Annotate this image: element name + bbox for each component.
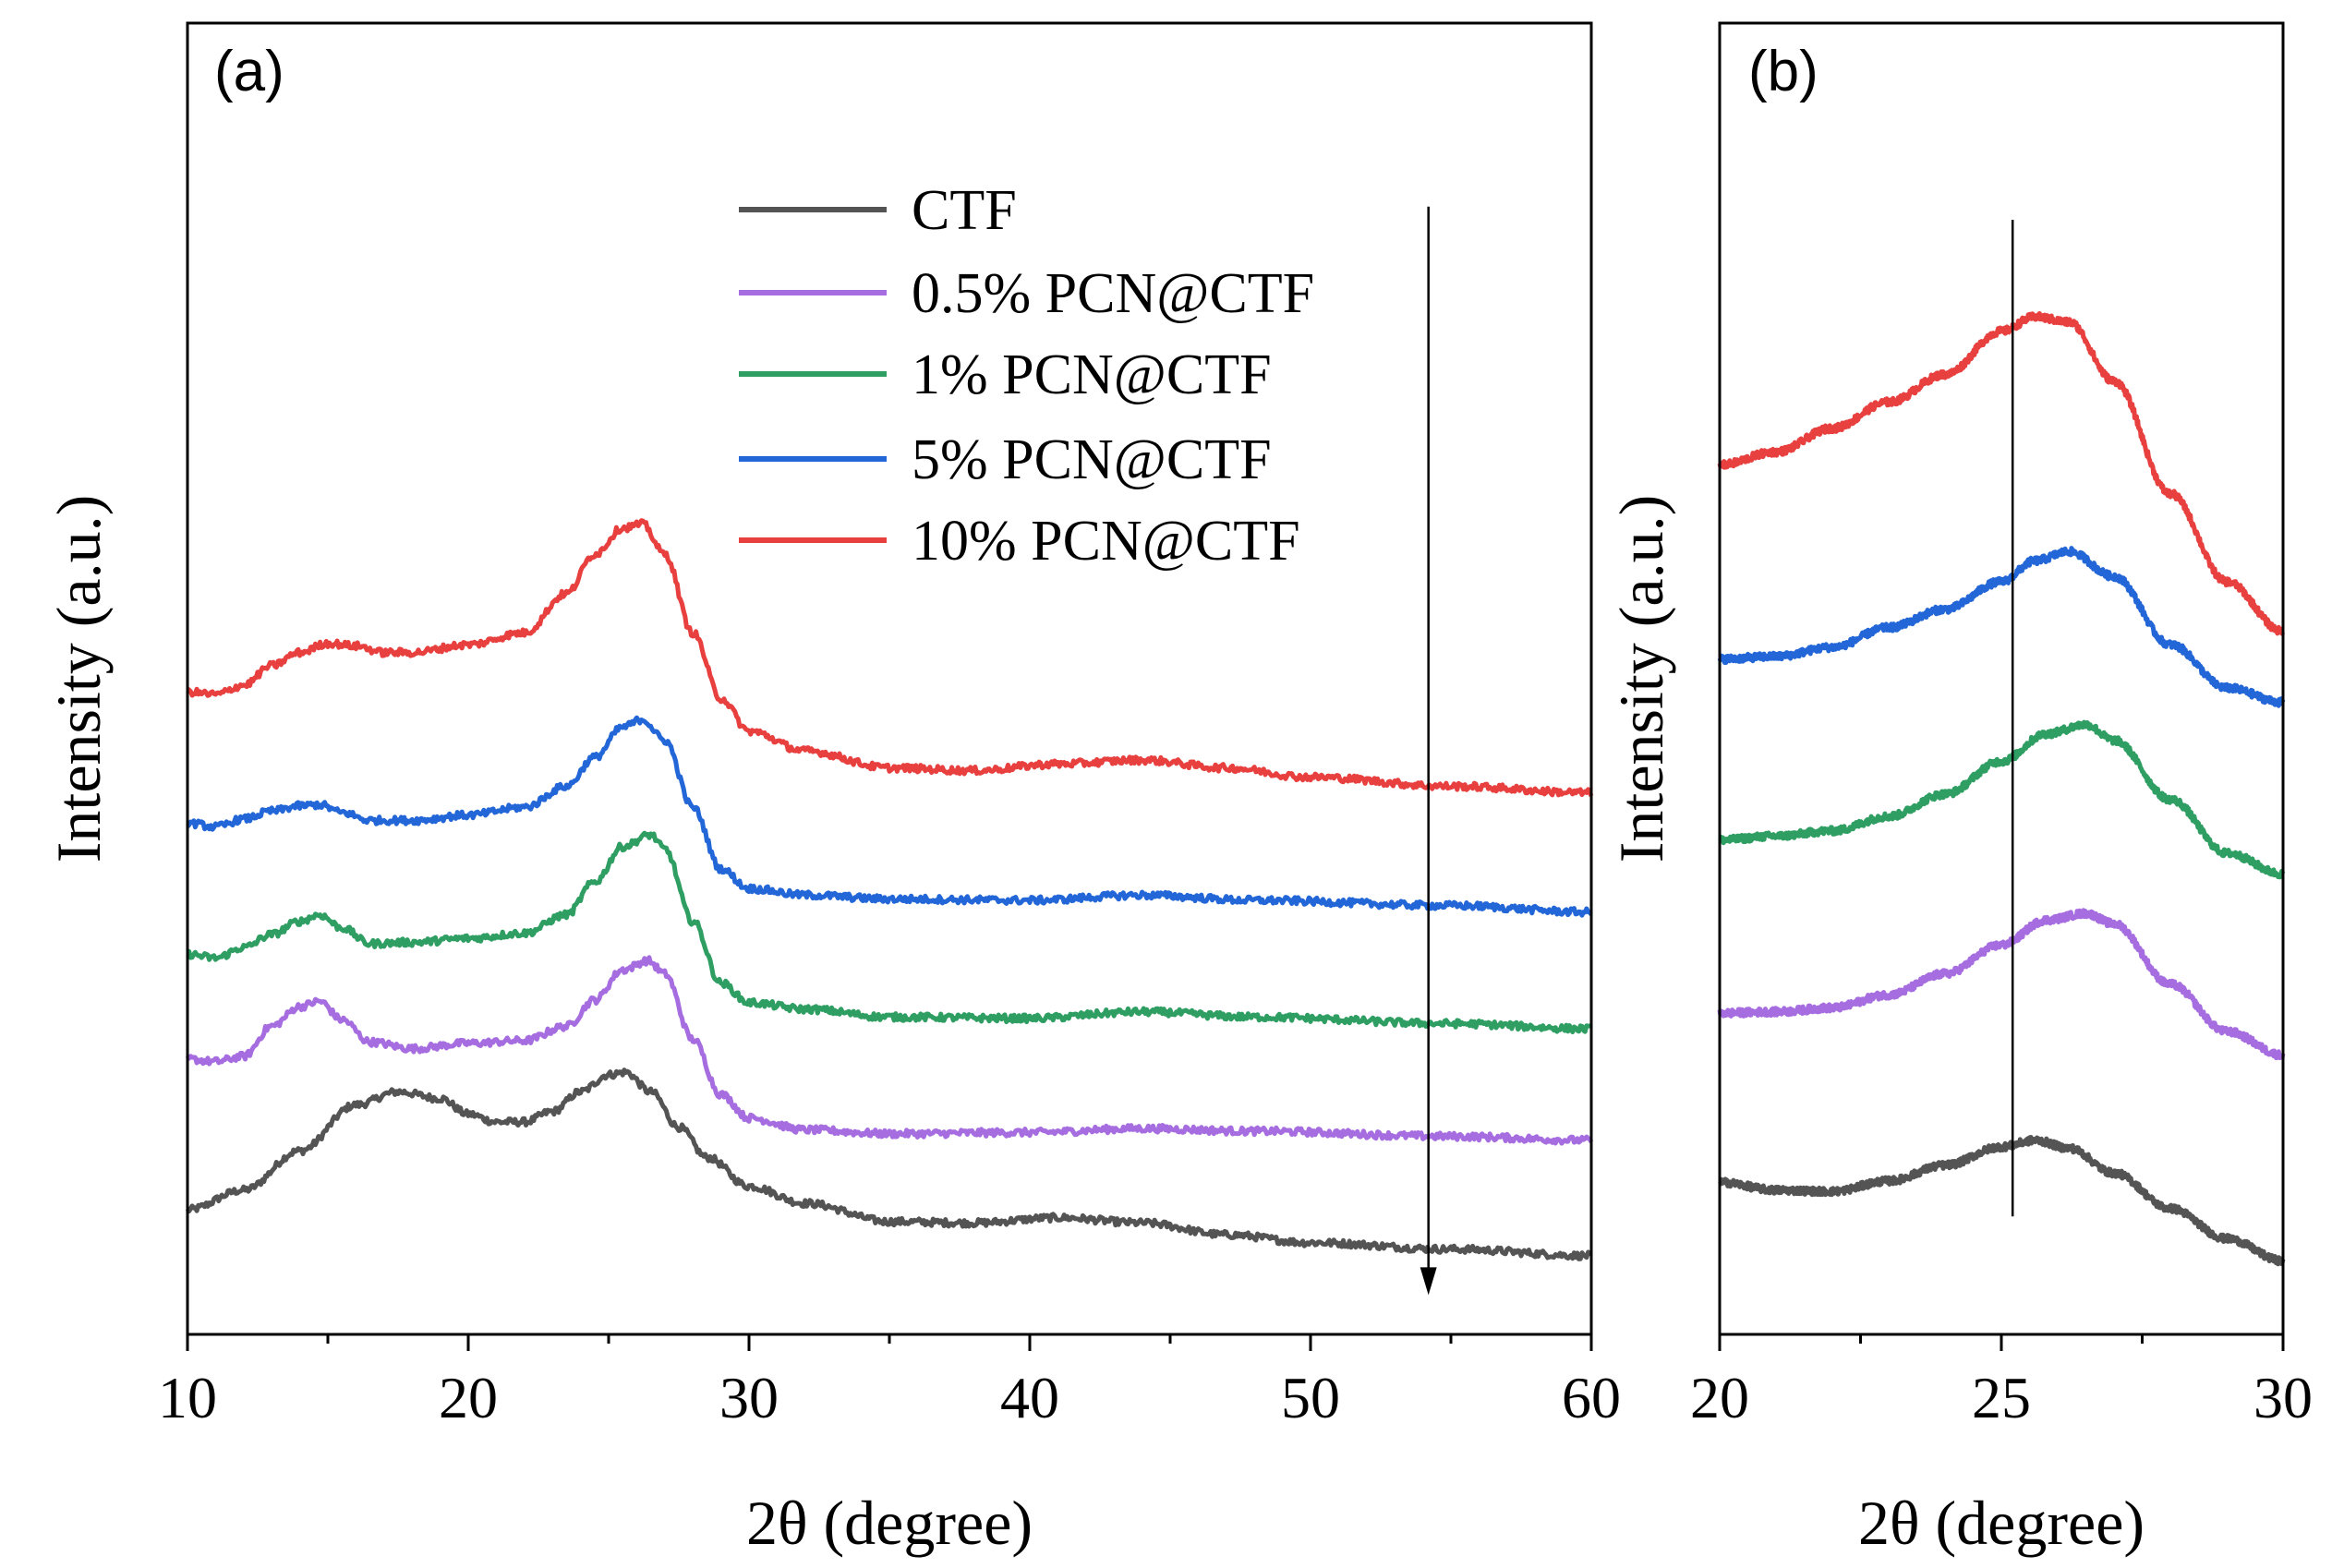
legend-label-10pct: 10% PCN@CTF xyxy=(912,510,1300,573)
legend-entry-1pct: 1% PCN@CTF xyxy=(739,344,1272,406)
series-line-10-pcn-ctf-panel-a xyxy=(186,518,1594,798)
legend: CTF 0.5% PCN@CTF 1% PCN@CTF 5% PCN@CTF 1… xyxy=(739,179,1314,573)
legend-entry-5pct: 5% PCN@CTF xyxy=(739,428,1272,491)
panel-a: 10 20 30 40 50 60 (a) 2θ (degree) Intensity (… xyxy=(43,21,1621,1558)
panel-a-y-axis-label: Intensity (a.u.) xyxy=(43,495,114,862)
trend-arrow-head xyxy=(1420,1267,1437,1296)
panel-b-ticks: 20 25 30 xyxy=(1690,1334,2313,1430)
series-line-ctf-panel-a xyxy=(185,1067,1593,1261)
x-tick-label-a-40: 40 xyxy=(1000,1365,1059,1430)
series-line-5-pcn-ctf-panel-a xyxy=(186,715,1593,918)
series-line-0-5-pcn-ctf-panel-a xyxy=(185,955,1594,1146)
legend-label-5pct: 5% PCN@CTF xyxy=(912,428,1272,491)
x-tick-label-b-30: 30 xyxy=(2253,1365,2313,1430)
panel-b-label: (b) xyxy=(1748,40,1818,103)
panel-a-plot-area xyxy=(185,206,1594,1296)
panel-a-x-axis-label: 2θ (degree) xyxy=(746,1488,1033,1558)
series-line-1-pcn-ctf-panel-a xyxy=(187,830,1592,1034)
panel-a-ticks: 10 20 30 40 50 60 xyxy=(158,1334,1621,1430)
x-tick-label-a-10: 10 xyxy=(158,1365,217,1430)
legend-label-ctf: CTF xyxy=(912,179,1017,242)
x-tick-label-a-60: 60 xyxy=(1562,1365,1621,1430)
panel-b-frame xyxy=(1718,21,2285,1336)
x-tick-label-b-25: 25 xyxy=(1972,1365,2031,1430)
legend-entry-0-5pct: 0.5% PCN@CTF xyxy=(739,262,1314,325)
x-tick-label-b-20: 20 xyxy=(1690,1365,1749,1430)
series-line-5-pcn-ctf-panel-b xyxy=(1717,546,2286,708)
series-line-10-pcn-ctf-panel-b xyxy=(1717,311,2286,636)
panel-b-plot-area xyxy=(1717,220,2286,1267)
x-tick-label-a-50: 50 xyxy=(1281,1365,1340,1430)
panel-a-label: (a) xyxy=(214,40,284,103)
legend-label-1pct: 1% PCN@CTF xyxy=(912,344,1272,406)
series-line-0-5-pcn-ctf-panel-b xyxy=(1717,908,2286,1061)
series-line-1-pcn-ctf-panel-b xyxy=(1718,719,2286,880)
legend-entry-ctf: CTF xyxy=(739,179,1017,242)
panel-b-x-axis-label: 2θ (degree) xyxy=(1858,1488,2145,1558)
panel-b: 20 25 30 (b) 2θ (degree) Intensity (a.u.) xyxy=(1606,21,2313,1558)
x-tick-label-a-20: 20 xyxy=(439,1365,498,1430)
panel-b-y-axis-label: Intensity (a.u.) xyxy=(1606,495,1676,862)
x-tick-label-a-30: 30 xyxy=(719,1365,779,1430)
legend-entry-10pct: 10% PCN@CTF xyxy=(739,510,1300,573)
series-line-ctf-panel-b xyxy=(1718,1135,2286,1267)
legend-label-0-5pct: 0.5% PCN@CTF xyxy=(912,262,1314,325)
